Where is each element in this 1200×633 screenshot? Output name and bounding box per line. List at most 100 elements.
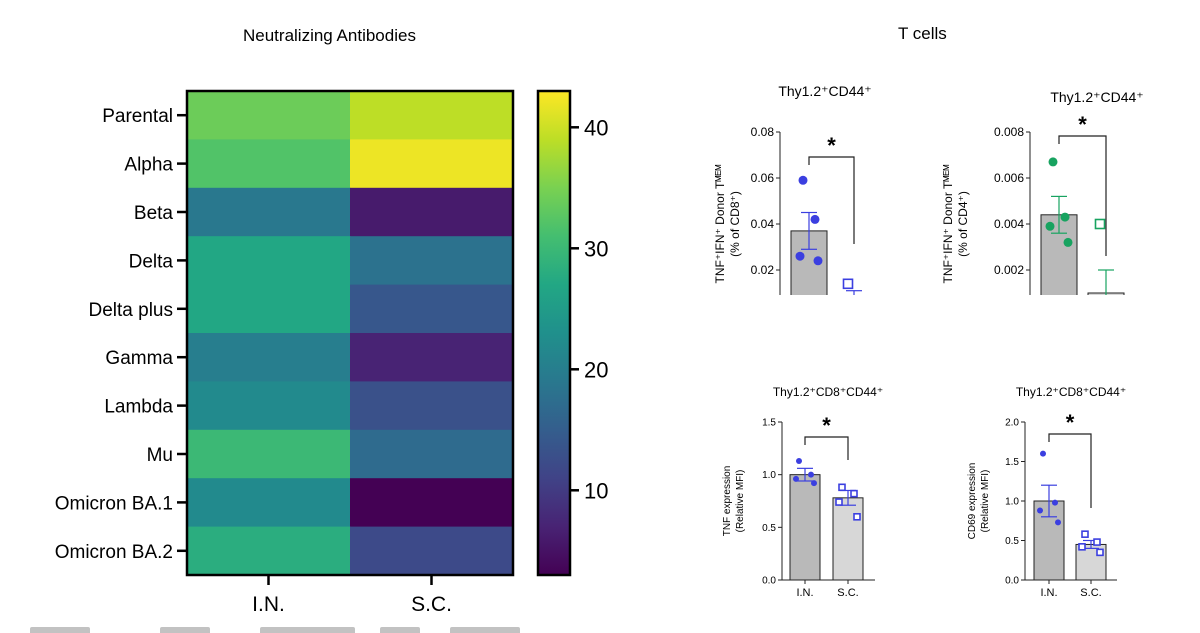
y-axis-label: TNF⁺IFN⁺ Donor Tᴹᴱᴹ bbox=[941, 165, 955, 284]
data-point bbox=[1094, 218, 1106, 230]
y-tick-label: 0.5 bbox=[762, 523, 776, 534]
row-label: Omicron BA.2 bbox=[55, 542, 173, 563]
y-tick-label: 1.5 bbox=[762, 418, 776, 429]
significance-marker: * bbox=[1066, 410, 1075, 435]
data-point bbox=[1040, 450, 1046, 457]
heatmap-title: Neutralizing Antibodies bbox=[243, 26, 416, 45]
heatmap-cell bbox=[350, 478, 514, 528]
data-point bbox=[811, 480, 817, 487]
x-tick-label: S.C. bbox=[1080, 587, 1101, 599]
colorbar-tick-label: 20 bbox=[584, 357, 608, 382]
bar-chart-tnf-expression: Thy1.2⁺CD8⁺CD44⁺ TNF expression (Relative … bbox=[722, 385, 883, 599]
data-point bbox=[793, 475, 799, 482]
panel-title: Thy1.2⁺CD44⁺ bbox=[1050, 89, 1143, 105]
heatmap-cell bbox=[187, 429, 351, 479]
significance-marker: * bbox=[827, 133, 836, 158]
panel-title: Thy1.2⁺CD44⁺ bbox=[778, 83, 871, 99]
panel-title: Thy1.2⁺CD8⁺CD44⁺ bbox=[773, 385, 883, 399]
y-axis-label: TNF expression bbox=[722, 466, 733, 537]
data-point bbox=[795, 251, 805, 261]
row-label: Delta plus bbox=[89, 300, 174, 321]
row-label: Omicron BA.1 bbox=[55, 493, 173, 514]
row-label: Gamma bbox=[105, 348, 173, 369]
data-point bbox=[808, 471, 814, 478]
row-label: Alpha bbox=[124, 155, 173, 176]
colorbar-tick-label: 10 bbox=[584, 478, 608, 503]
y-tick-label: 0.04 bbox=[751, 217, 775, 231]
heatmap-cell bbox=[187, 381, 351, 431]
heatmap-cell bbox=[187, 478, 351, 528]
data-point bbox=[798, 175, 808, 185]
data-point bbox=[796, 457, 802, 464]
bar-chart-cd4-percent: Thy1.2⁺CD44⁺ TNF⁺IFN⁺ Donor Tᴹᴱᴹ (% of CD4… bbox=[941, 89, 1144, 295]
y-tick-label: 1.5 bbox=[1005, 457, 1019, 468]
data-point bbox=[850, 489, 858, 498]
y-tick-label: 0.06 bbox=[751, 171, 775, 185]
data-point bbox=[813, 256, 823, 266]
y-tick-label: 0.0 bbox=[1005, 576, 1019, 587]
heatmap-cell bbox=[187, 187, 351, 237]
column-label: I.N. bbox=[252, 593, 285, 616]
bar-chart-cd69-expression: Thy1.2⁺CD8⁺CD44⁺ CD69 expression (Relative… bbox=[967, 385, 1126, 599]
significance-bracket bbox=[804, 436, 849, 460]
panel-title: Thy1.2⁺CD8⁺CD44⁺ bbox=[1016, 385, 1126, 399]
significance-marker: * bbox=[822, 413, 831, 438]
significance-bracket bbox=[1048, 433, 1092, 508]
y-tick-label: 1.0 bbox=[762, 470, 776, 481]
data-point bbox=[1063, 237, 1073, 247]
bar-sc bbox=[832, 497, 864, 581]
colorbar-tick-label: 40 bbox=[584, 115, 608, 140]
cropped-caption-fragment bbox=[30, 618, 550, 633]
heatmap-cell bbox=[187, 91, 351, 140]
colorbar-tick-label: 30 bbox=[584, 236, 608, 261]
data-point bbox=[1048, 157, 1058, 167]
data-point bbox=[1060, 212, 1070, 222]
heatmap-cell bbox=[350, 526, 514, 576]
heatmap-cell bbox=[350, 284, 514, 334]
data-point bbox=[835, 498, 843, 506]
heatmap-cell bbox=[350, 187, 514, 237]
row-label: Lambda bbox=[104, 397, 173, 418]
t-cells-title: T cells bbox=[898, 24, 947, 43]
heatmap-chart: Parental Alpha Beta Delta Delta plus Gamma Lam… bbox=[55, 89, 608, 616]
y-tick-label: 0.5 bbox=[1005, 536, 1019, 547]
y-tick-label: 0.0 bbox=[762, 576, 776, 587]
row-label: Mu bbox=[147, 445, 173, 466]
x-tick-label: S.C. bbox=[837, 587, 858, 599]
data-point bbox=[1081, 530, 1089, 538]
y-tick-label: 0.02 bbox=[751, 263, 775, 277]
heatmap-cell bbox=[350, 429, 514, 479]
data-point bbox=[838, 483, 846, 492]
significance-bracket bbox=[808, 156, 855, 244]
y-axis-label-2: (Relative MFI) bbox=[735, 470, 746, 533]
row-label: Parental bbox=[102, 106, 173, 127]
data-point bbox=[1093, 538, 1101, 546]
data-point bbox=[1096, 548, 1104, 557]
row-label: Delta bbox=[129, 251, 174, 272]
y-tick-label: 1.0 bbox=[1005, 497, 1019, 508]
heatmap-cell bbox=[350, 381, 514, 431]
heatmap-cell bbox=[350, 139, 514, 189]
data-point bbox=[1045, 221, 1055, 231]
data-point bbox=[1052, 499, 1058, 506]
data-point bbox=[1078, 543, 1086, 551]
y-tick-label: 0.006 bbox=[994, 171, 1024, 185]
y-axis-label: CD69 expression bbox=[967, 463, 978, 540]
y-axis-label-2: (Relative MFI) bbox=[980, 470, 991, 533]
data-point bbox=[853, 513, 861, 521]
y-tick-label: 0.08 bbox=[751, 125, 775, 139]
heatmap-cell bbox=[350, 333, 514, 382]
y-tick-label: 2.0 bbox=[1005, 418, 1019, 429]
heatmap-cell bbox=[350, 91, 514, 140]
data-point bbox=[810, 214, 820, 224]
x-tick-label: I.N. bbox=[1040, 587, 1057, 599]
heatmap-cell bbox=[187, 333, 351, 382]
y-axis-label-2: (% of CD8⁺) bbox=[728, 191, 742, 257]
heatmap-frame bbox=[185, 89, 515, 577]
bar-chart-cd8-percent: Thy1.2⁺CD44⁺ TNF⁺IFN⁺ Donor Tᴹᴱᴹ (% of CD8… bbox=[713, 83, 872, 295]
y-axis-label-2: (% of CD4⁺) bbox=[956, 191, 970, 257]
data-point bbox=[1055, 519, 1061, 526]
y-tick-label: 0.008 bbox=[994, 125, 1024, 139]
heatmap-cell bbox=[187, 236, 351, 286]
y-tick-label: 0.002 bbox=[994, 263, 1024, 277]
